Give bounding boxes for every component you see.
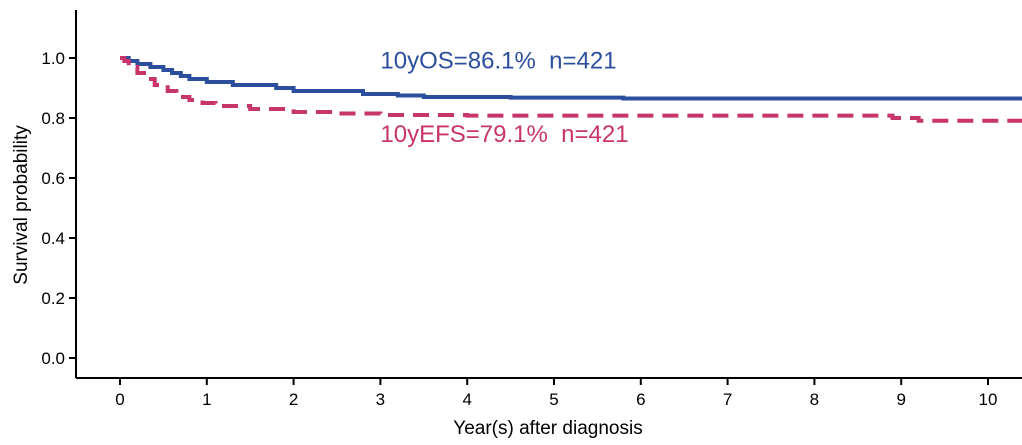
x-tick-label: 6 (636, 390, 645, 409)
annotation-label: 10yEFS=79.1% n=421 (380, 121, 628, 148)
x-tick-label: 5 (549, 390, 558, 409)
y-tick-label: 0.6 (41, 169, 65, 188)
y-tick-label: 0.8 (41, 109, 65, 128)
x-tick-label: 8 (810, 390, 819, 409)
y-axis-title: Survival probability (11, 125, 32, 285)
series-line-10yos (120, 56, 1022, 101)
y-tick-label: 0.0 (41, 349, 65, 368)
plot-area: 10yOS=86.1% n=421 10yEFS=79.1% n=421 (120, 48, 1022, 148)
series-line-10yefs (120, 56, 1022, 123)
x-tick-label: 0 (115, 390, 124, 409)
x-tick-label: 3 (376, 390, 385, 409)
y-tick-label: 1.0 (41, 49, 65, 68)
y-tick-label: 0.2 (41, 289, 65, 308)
x-tick-label: 10 (979, 390, 998, 409)
annotation-label: 10yOS=86.1% n=421 (380, 48, 616, 75)
x-axis-title: Year(s) after diagnosis (453, 418, 642, 439)
x-tick-label: 2 (289, 390, 298, 409)
axes: 0.0 0.2 0.4 0.6 0.8 1.0 0 1 2 3 4 5 6 7 8 9 10 (41, 10, 1022, 409)
x-tick-label: 9 (896, 390, 905, 409)
x-tick-label: 1 (202, 390, 211, 409)
x-tick-label: 4 (462, 390, 471, 409)
y-tick-label: 0.4 (41, 229, 65, 248)
x-tick-label: 7 (723, 390, 732, 409)
